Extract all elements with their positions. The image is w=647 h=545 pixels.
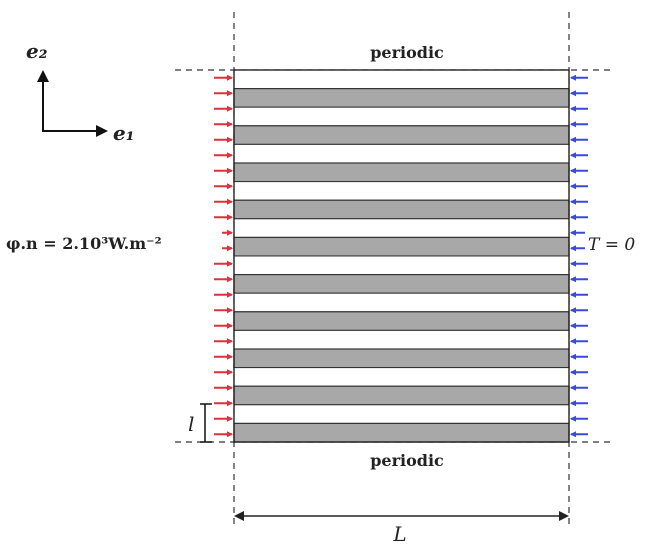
axis-e2-label: e₂ xyxy=(26,39,48,63)
left-label-bg xyxy=(4,230,222,256)
temperature-label: T = 0 xyxy=(588,235,635,255)
temperature-arrow-head xyxy=(570,322,576,329)
temperature-arrow-head xyxy=(570,400,576,407)
heat-flux-arrow-head xyxy=(227,183,233,190)
white-layer xyxy=(233,329,570,350)
white-layer xyxy=(233,367,570,387)
temperature-arrow-head xyxy=(570,415,576,422)
white-layer xyxy=(233,292,570,313)
temperature-arrow-head xyxy=(570,291,576,298)
temperature-arrow-head xyxy=(570,276,576,283)
heat-flux-arrow-head xyxy=(227,384,233,391)
axis-e2-arrowhead xyxy=(37,70,49,82)
heat-flux-arrow-head xyxy=(227,167,233,174)
heat-flux-arrow-head xyxy=(227,136,233,143)
heat-flux-arrow-head xyxy=(227,276,233,283)
temperature-arrow-head xyxy=(570,431,576,438)
temperature-arrow-head xyxy=(570,245,576,252)
length-dimension: L xyxy=(234,511,569,545)
temperature-arrow-head xyxy=(570,338,576,345)
layer-stack xyxy=(233,69,570,443)
length-left-arrowhead xyxy=(234,511,244,521)
heat-flux-arrow-head xyxy=(227,291,233,298)
heat-flux-arrow-head xyxy=(227,198,233,205)
temperature-arrow-head xyxy=(570,214,576,221)
bottom-periodic-label: periodic xyxy=(370,451,444,470)
right-label-bg xyxy=(585,230,647,256)
gray-layer xyxy=(233,162,570,183)
white-layer xyxy=(233,106,570,127)
gray-layer xyxy=(233,125,570,146)
white-layer xyxy=(233,255,570,276)
white-layer xyxy=(233,218,570,238)
temperature-arrow-head xyxy=(570,167,576,174)
heat-flux-arrow-head xyxy=(227,369,233,376)
heat-flux-arrow-head xyxy=(227,400,233,407)
temperature-arrow-head xyxy=(570,260,576,267)
heat-flux-arrow-head xyxy=(227,214,233,221)
white-layer xyxy=(233,69,570,90)
temperature-arrow-head xyxy=(570,121,576,128)
heat-flux-arrows xyxy=(214,74,233,438)
heat-flux-arrow-head xyxy=(227,229,233,236)
temperature-arrow-head xyxy=(570,152,576,159)
temperature-arrow-head xyxy=(570,74,576,81)
temperature-arrow-head xyxy=(570,229,576,236)
temperature-arrow-head xyxy=(570,183,576,190)
axis-e1-arrowhead xyxy=(96,125,108,137)
heat-flux-arrow-head xyxy=(227,431,233,438)
heat-flux-arrow-head xyxy=(227,307,233,314)
heat-flux-arrow-head xyxy=(227,152,233,159)
temperature-arrow-head xyxy=(570,369,576,376)
white-layer xyxy=(233,181,570,201)
gray-layer xyxy=(233,274,570,294)
white-layer xyxy=(233,143,570,164)
gray-layer xyxy=(233,236,570,257)
heat-flux-arrow-head xyxy=(227,121,233,128)
temperature-arrow-head xyxy=(570,353,576,360)
heat-flux-label: φ.n = 2.10³W.m⁻² xyxy=(6,234,162,253)
temperature-arrow-head xyxy=(570,307,576,314)
heat-flux-arrow-head xyxy=(227,105,233,112)
temperature-arrow-head xyxy=(570,136,576,143)
axes-indicator: e₂ e₁ xyxy=(26,39,134,145)
heat-flux-arrow-head xyxy=(227,74,233,81)
temperature-arrow-head xyxy=(570,105,576,112)
heat-flux-arrow-head xyxy=(227,245,233,252)
layer-thickness-label: l xyxy=(188,412,194,436)
length-label: L xyxy=(392,522,406,545)
gray-layer xyxy=(233,422,570,443)
heat-flux-arrow-head xyxy=(227,415,233,422)
temperature-arrow-head xyxy=(570,198,576,205)
gray-layer xyxy=(233,311,570,331)
gray-layer xyxy=(233,87,570,108)
temperature-arrows xyxy=(570,74,588,438)
layer-stack-outline xyxy=(233,69,570,443)
white-layer xyxy=(233,404,570,424)
heat-flux-arrow-head xyxy=(227,338,233,345)
gray-layer xyxy=(233,385,570,406)
temperature-arrow-head xyxy=(570,384,576,391)
heat-flux-arrow-head xyxy=(227,322,233,329)
layer-thickness-marker: l xyxy=(188,403,212,443)
heat-flux-arrow-head xyxy=(227,260,233,267)
gray-layer xyxy=(233,348,570,369)
length-right-arrowhead xyxy=(559,511,569,521)
temperature-arrow-head xyxy=(570,90,576,97)
heat-flux-arrow-head xyxy=(227,353,233,360)
gray-layer xyxy=(233,199,570,220)
top-periodic-label: periodic xyxy=(370,43,444,62)
axis-e1-label: e₁ xyxy=(113,121,134,145)
heat-flux-arrow-head xyxy=(227,90,233,97)
